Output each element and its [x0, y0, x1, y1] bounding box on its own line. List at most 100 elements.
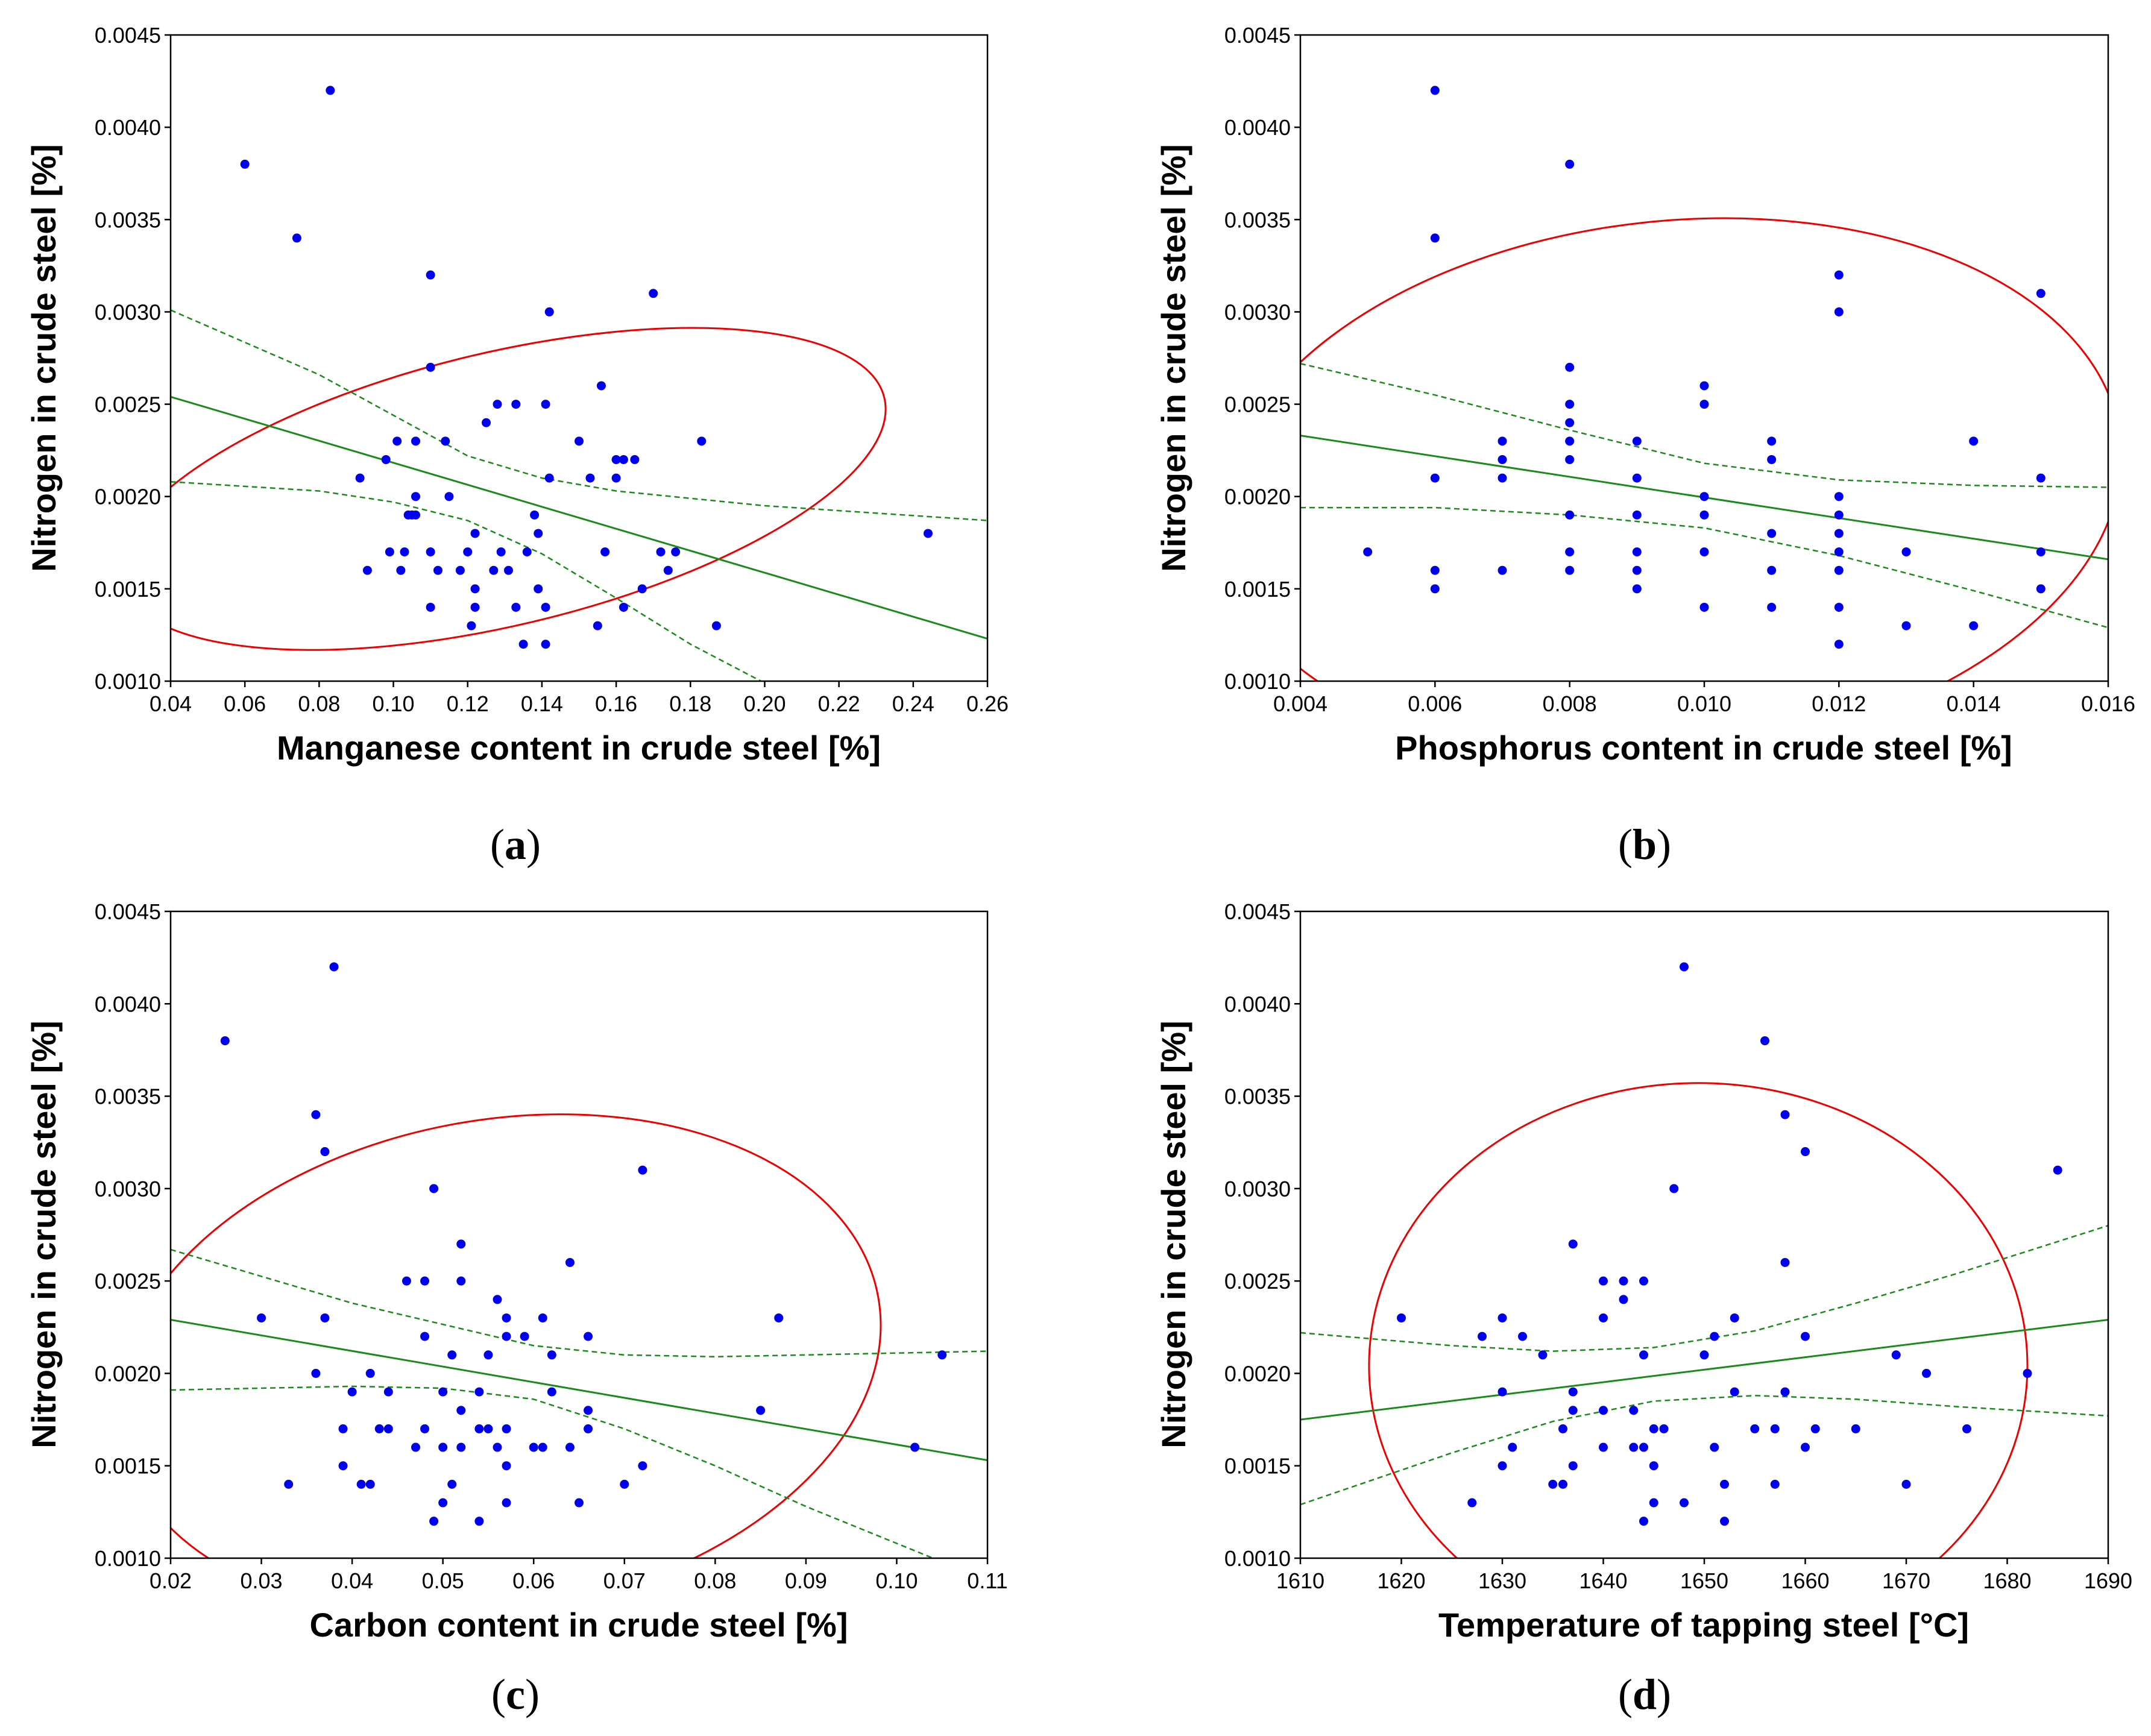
data-point [438, 1442, 448, 1452]
x-tick-label: 0.18 [669, 691, 711, 716]
x-tick-label: 0.07 [603, 1568, 646, 1593]
y-tick-label: 0.0045 [1224, 899, 1291, 924]
y-tick-label: 0.0040 [95, 992, 161, 1016]
data-point [1632, 565, 1642, 575]
data-point [1565, 436, 1575, 446]
data-point [1699, 381, 1709, 391]
data-point [1834, 602, 1844, 612]
data-point [1834, 270, 1844, 280]
data-point [1632, 436, 1642, 446]
data-point [1922, 1368, 1931, 1378]
data-point [774, 1313, 784, 1322]
data-point [1834, 547, 1844, 557]
confidence-ellipse [171, 327, 887, 651]
data-point [1834, 529, 1844, 538]
data-point [1632, 584, 1642, 594]
data-point [1767, 565, 1777, 575]
y-tick-label: 0.0035 [95, 207, 161, 232]
data-point [1498, 565, 1507, 575]
x-tick-label: 0.04 [150, 691, 192, 716]
data-point [1363, 547, 1373, 557]
panel-label: (c) [491, 1670, 540, 1719]
data-point [1632, 510, 1642, 520]
ci-lower-line [1300, 506, 2108, 629]
data-point [1770, 1424, 1780, 1433]
x-tick-label: 0.06 [512, 1568, 555, 1593]
y-tick-label: 0.0040 [1224, 992, 1291, 1016]
x-tick-label: 0.20 [743, 691, 786, 716]
data-point [1834, 492, 1844, 502]
data-point [1669, 1184, 1679, 1194]
data-point [493, 400, 502, 409]
data-point [338, 1461, 348, 1471]
x-tick-label: 0.24 [892, 691, 934, 716]
data-point [1680, 1498, 1689, 1508]
data-point [611, 454, 621, 464]
data-point [1699, 510, 1709, 520]
data-point [671, 547, 681, 557]
x-tick-label: 0.05 [422, 1568, 464, 1593]
data-point [292, 233, 301, 243]
data-point [467, 621, 476, 631]
data-point [429, 1517, 439, 1526]
x-tick-label: 1650 [1680, 1568, 1728, 1593]
data-point [1632, 547, 1642, 557]
data-point [470, 529, 480, 538]
chart-panel-b: 0.0010 0.0015 0.0020 0.0025 0.0030 0.0035 0.00… [1154, 23, 2135, 869]
data-point [1891, 1350, 1901, 1360]
data-point [381, 454, 391, 464]
data-point [383, 1424, 393, 1433]
y-tick-label: 0.0045 [1224, 23, 1291, 48]
data-point [544, 307, 554, 316]
data-point [937, 1350, 947, 1360]
plot-frame [1299, 34, 2109, 682]
data-point [910, 1442, 920, 1452]
data-point [1565, 418, 1575, 427]
panel-label: (a) [490, 820, 541, 869]
regression-line [1300, 1319, 2108, 1421]
data-point [1767, 454, 1777, 464]
y-tick-label: 0.0040 [1224, 115, 1291, 140]
data-point [493, 1442, 502, 1452]
data-point [1430, 86, 1440, 95]
data-point [1801, 1332, 1810, 1341]
data-point [541, 602, 550, 612]
data-point [2023, 1368, 2032, 1378]
data-point [1699, 1350, 1709, 1360]
data-point [438, 1387, 448, 1397]
ci-upper-line [171, 309, 987, 521]
data-point [520, 1332, 529, 1341]
data-point [1632, 473, 1642, 483]
x-tick-label: 0.016 [2081, 691, 2135, 716]
data-point [1699, 602, 1709, 612]
y-axis-label: Nitrogen in crude steel [%] [1154, 1021, 1192, 1448]
data-point [426, 547, 435, 557]
y-tick-label: 0.0030 [1224, 1177, 1291, 1201]
data-point [565, 1257, 575, 1267]
data-point [411, 510, 420, 520]
data-point [456, 1239, 466, 1249]
data-point [502, 1332, 511, 1341]
data-point [1568, 1239, 1578, 1249]
data-point [502, 1461, 511, 1471]
x-tick-label: 1620 [1377, 1568, 1425, 1593]
data-point [534, 584, 543, 594]
data-point [530, 510, 540, 520]
x-tick-label: 1640 [1579, 1568, 1627, 1593]
data-point [456, 1276, 466, 1286]
data-point [1639, 1350, 1648, 1360]
data-point [1639, 1442, 1648, 1452]
data-point [1962, 1424, 1971, 1433]
panel-label: (b) [1618, 820, 1671, 869]
data-point [400, 547, 409, 557]
data-point [493, 1295, 502, 1304]
data-point [547, 1387, 556, 1397]
data-point [1901, 621, 1911, 631]
y-tick-label: 0.0010 [1224, 1546, 1291, 1571]
data-point [1619, 1276, 1628, 1286]
data-point [1565, 565, 1575, 575]
x-tick-label: 0.08 [298, 691, 340, 716]
data-point [1498, 454, 1507, 464]
data-point [711, 621, 721, 631]
data-point [338, 1424, 348, 1433]
